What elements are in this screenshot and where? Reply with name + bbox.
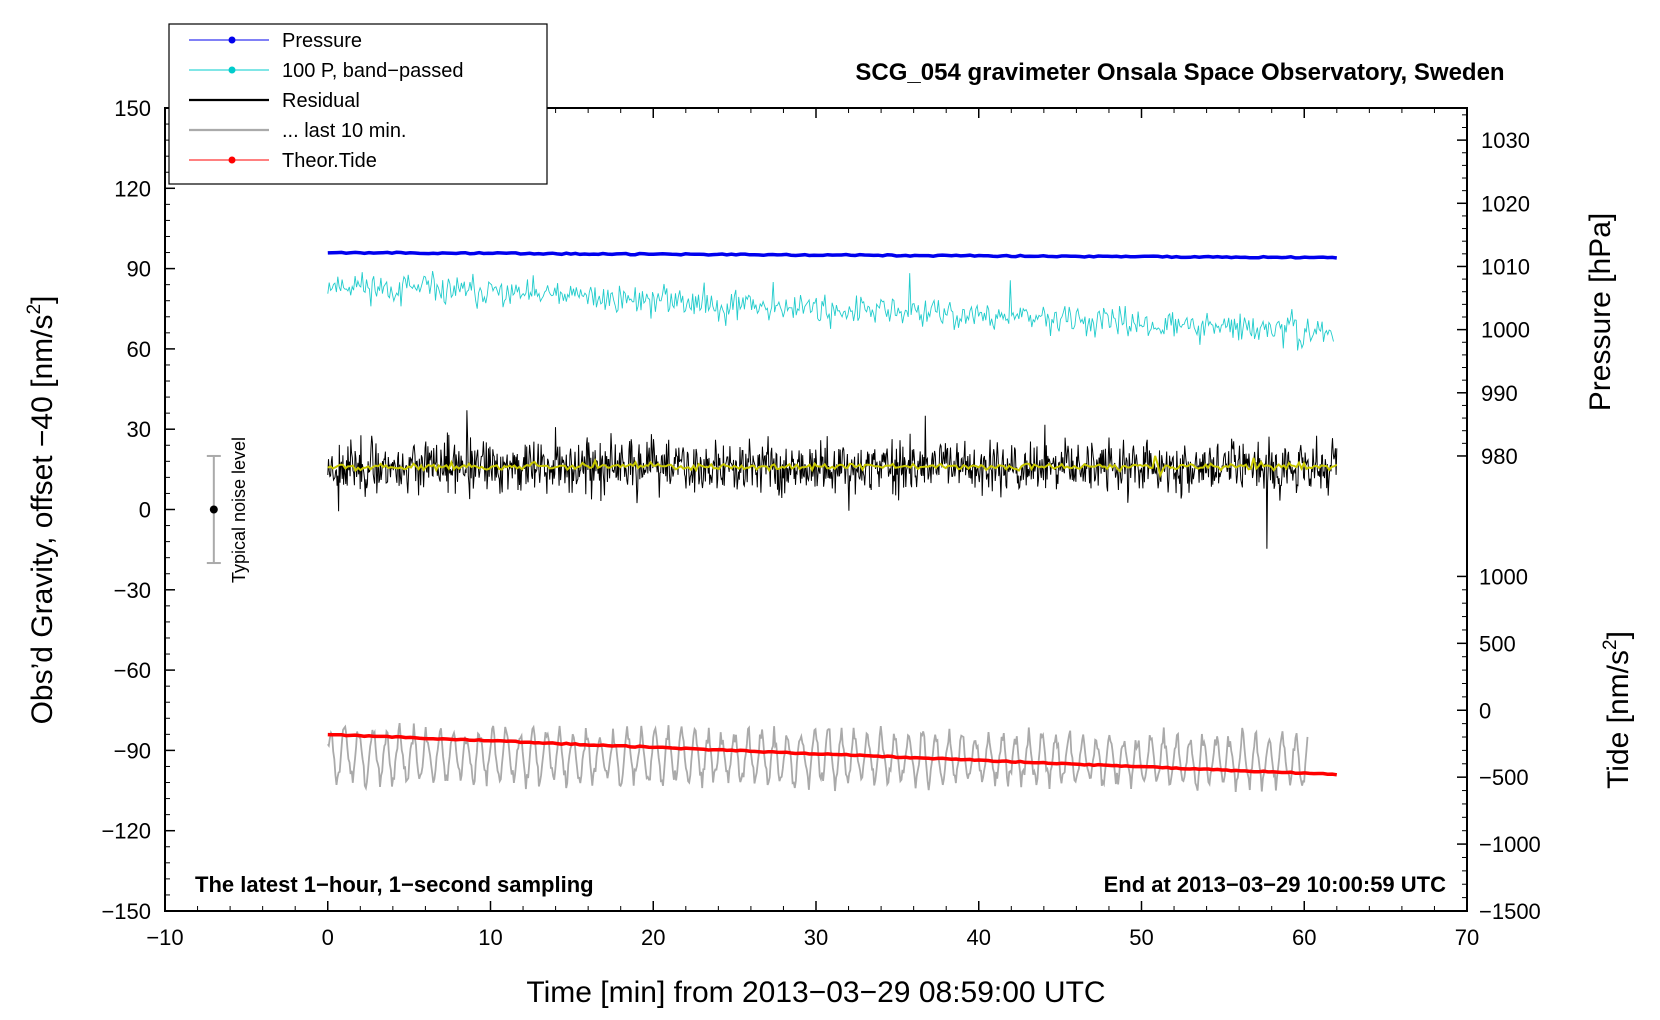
y-tick-label: −120 [101, 819, 151, 844]
series-layer [327, 250, 1338, 792]
ticks-layer: −10 0 10 20 30 40 50 60 70−150−120−90−60−3003060… [101, 96, 1540, 950]
pressure-tick-label: 1030 [1481, 128, 1530, 153]
pressure-tick-label: 1000 [1481, 318, 1530, 343]
chart-title: SCG_054 gravimeter Onsala Space Observat… [855, 59, 1504, 86]
y-tick-label: 60 [127, 337, 151, 362]
y-tick-label: 150 [114, 96, 151, 121]
legend-label: Pressure [282, 30, 362, 52]
tide-tick-label: 1000 [1479, 564, 1528, 589]
pressure-tick-label: 1010 [1481, 254, 1530, 279]
series-line [327, 455, 1338, 479]
legend-marker [228, 156, 236, 164]
y-tick-label: −30 [114, 578, 151, 603]
left-axis-title-text: Obs’d Gravity, offset −40 [nm/s [26, 315, 59, 725]
left-axis-title-end: ] [26, 296, 59, 304]
pressure-tick-label: 1020 [1481, 191, 1530, 216]
legend-label: ... last 10 min. [282, 120, 407, 142]
tide-tick-label: −1000 [1479, 832, 1541, 857]
tide-axis-title-end: ] [1602, 631, 1635, 639]
tide-tick-label: −500 [1479, 765, 1529, 790]
noise-level-indicator [206, 454, 221, 565]
y-tick-label: 90 [127, 257, 151, 282]
legend: Pressure 100 P, band−passed Residual ... la… [168, 23, 548, 185]
x-tick-label: −10 [146, 925, 183, 950]
x-tick-label: 0 [322, 925, 334, 950]
x-tick-label: 60 [1292, 925, 1316, 950]
y-tick-label: 120 [114, 176, 151, 201]
legend-marker [228, 36, 236, 44]
x-tick-label: 70 [1455, 925, 1479, 950]
tide-axis-title-sup: 2 [1600, 639, 1621, 650]
noise-bar-center-dot [209, 505, 218, 514]
y-tick-label: −150 [101, 899, 151, 924]
sampling-note: The latest 1−hour, 1−second sampling [195, 872, 594, 897]
pressure-tick-label: 990 [1481, 381, 1518, 406]
x-tick-label: 50 [1129, 925, 1153, 950]
series-line [327, 732, 1338, 777]
x-tick-label: 40 [967, 925, 991, 950]
series-line [327, 250, 1338, 260]
left-axis-title: Obs’d Gravity, offset −40 [nm/s2] [24, 296, 59, 725]
legend-marker [228, 66, 236, 74]
y-tick-label: 30 [127, 417, 151, 442]
legend-label: Theor.Tide [282, 150, 377, 172]
tide-tick-label: 500 [1479, 631, 1516, 656]
x-axis-title: Time [min] from 2013−03−29 08:59:00 UTC [526, 976, 1105, 1009]
y-tick-label: −60 [114, 658, 151, 683]
y-tick-label: 0 [139, 498, 151, 523]
left-axis-title-sup: 2 [24, 304, 45, 315]
svg-text:Obs’d Gravity, offset −40 [nm/: Obs’d Gravity, offset −40 [nm/s2] [24, 296, 59, 725]
series-line [327, 271, 1334, 351]
tide-tick-label: 0 [1479, 698, 1491, 723]
series-line [327, 722, 1309, 792]
end-time-note: End at 2013−03−29 10:00:59 UTC [1104, 872, 1447, 897]
pressure-axis-title: Pressure [hPa] [1584, 213, 1617, 411]
tide-axis-title-text: Tide [nm/s [1602, 650, 1635, 789]
svg-text:Tide [nm/s2]: Tide [nm/s2] [1600, 631, 1635, 789]
tide-tick-label: −1500 [1479, 899, 1541, 924]
tide-axis-title: Tide [nm/s2] [1600, 631, 1635, 789]
noise-level-label: Typical noise level [229, 437, 249, 583]
pressure-tick-label: 980 [1481, 444, 1518, 469]
y-tick-label: −90 [114, 738, 151, 763]
x-tick-label: 10 [478, 925, 502, 950]
legend-label: Residual [282, 90, 360, 112]
x-tick-label: 30 [804, 925, 828, 950]
x-tick-label: 20 [641, 925, 665, 950]
legend-label: 100 P, band−passed [282, 60, 463, 82]
